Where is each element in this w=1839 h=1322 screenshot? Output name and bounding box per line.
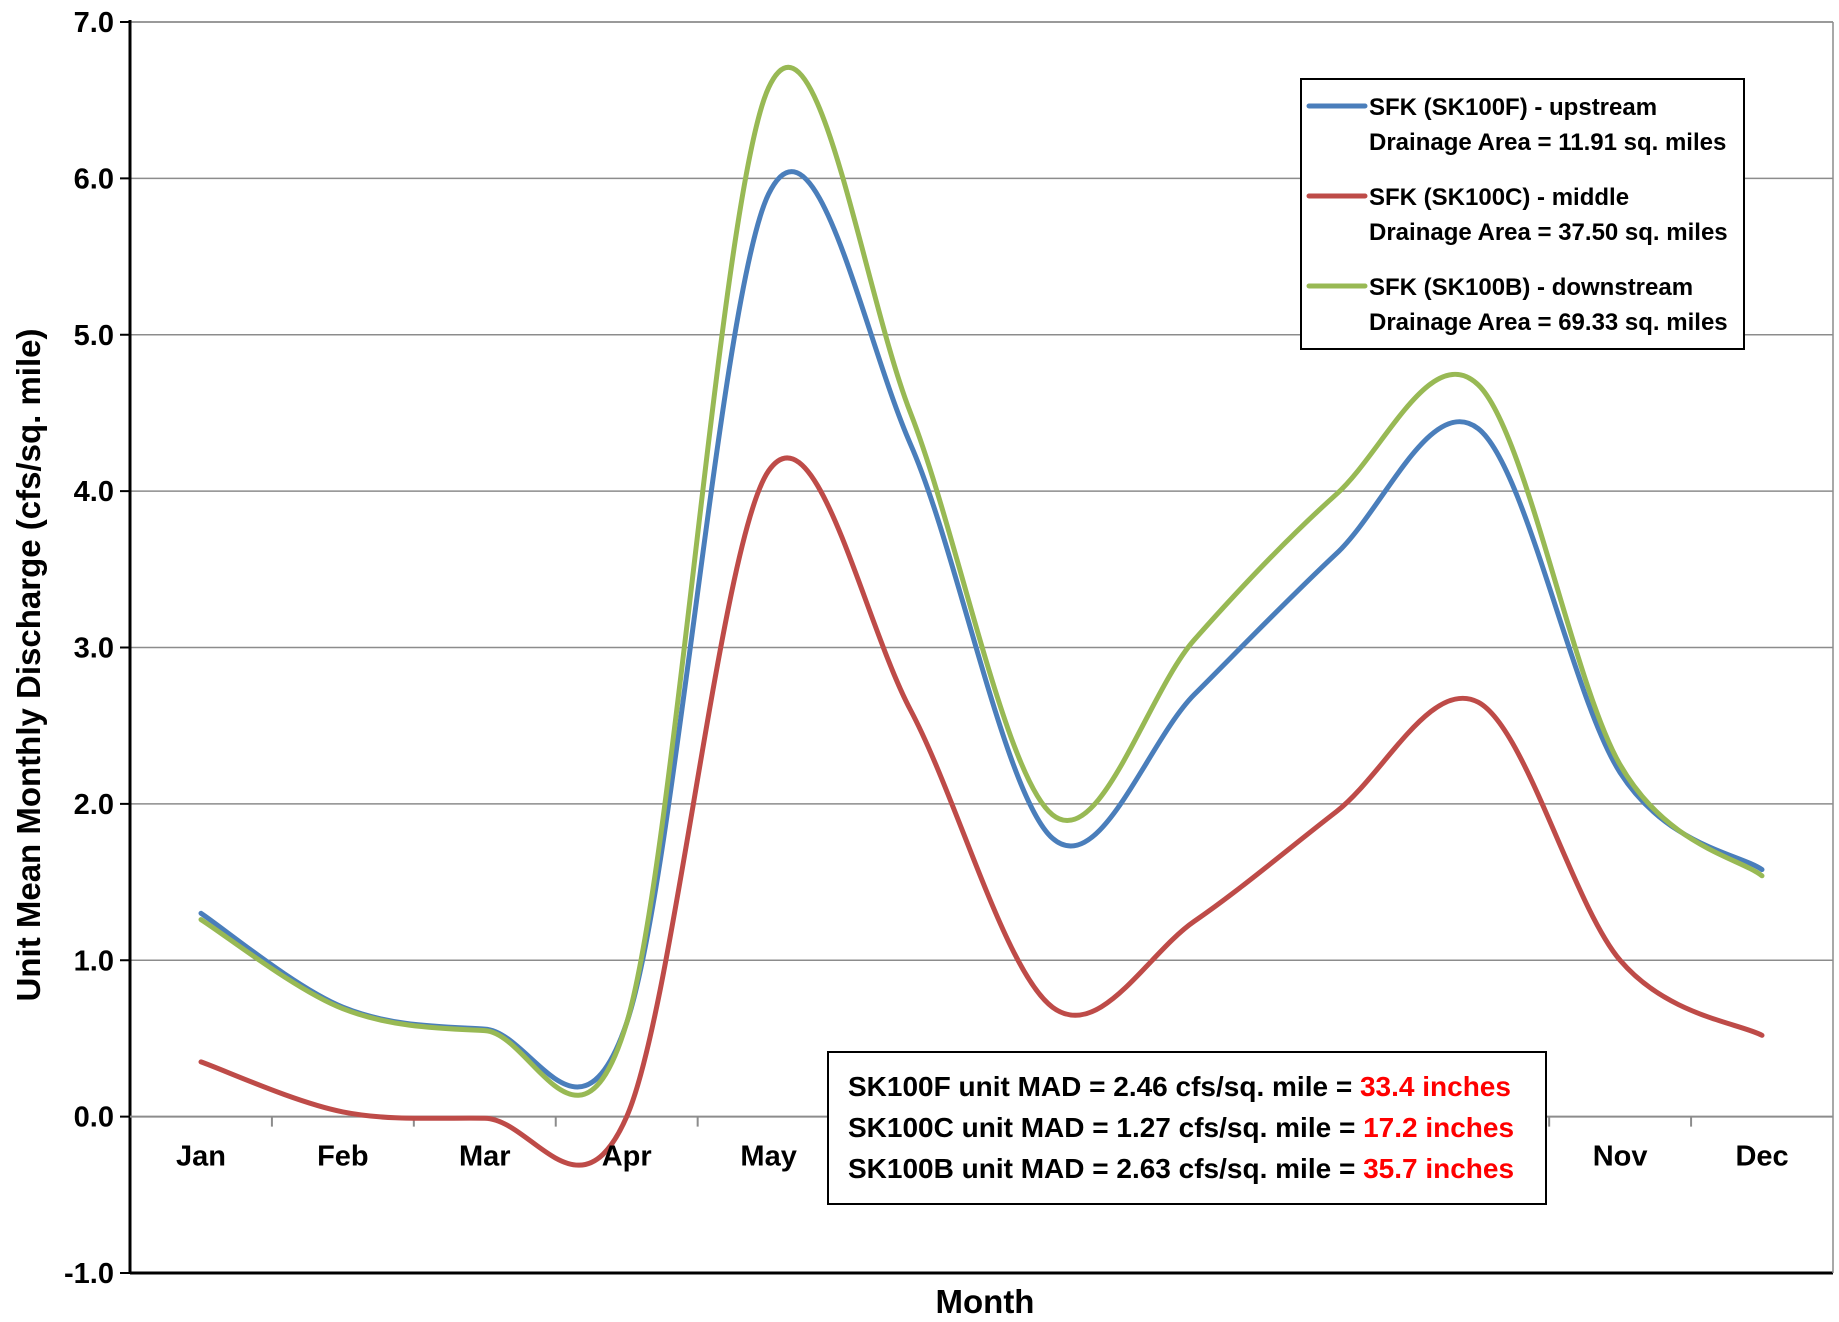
legend-label-upstream: SFK (SK100F) - upstream (1369, 94, 1657, 121)
series-line-middle (198, 455, 1765, 1168)
legend-item-middle: SFK (SK100C) - middle Drainage Area = 37… (1306, 184, 1728, 246)
y-tick-label-4: 3.0 (74, 633, 114, 665)
legend-sublabel-downstream: Drainage Area = 69.33 sq. miles (1369, 309, 1728, 336)
mad-text-sk100f: SK100F unit MAD = 2.46 cfs/sq. mile = (848, 1071, 1360, 1102)
mad-inches-sk100b: 35.7 inches (1363, 1153, 1514, 1184)
x-tick-label-apr: Apr (602, 1141, 652, 1173)
legend-sublabel-middle: Drainage Area = 37.50 sq. miles (1369, 219, 1728, 246)
mad-inches-sk100c: 17.2 inches (1363, 1112, 1514, 1143)
y-tick-label-1: 0.0 (74, 1102, 114, 1134)
y-tick-label-0: -1.0 (64, 1258, 114, 1290)
mad-text-sk100c: SK100C unit MAD = 1.27 cfs/sq. mile = (848, 1112, 1363, 1143)
y-tick-label-7: 6.0 (74, 163, 114, 195)
mad-line-sk100b: SK100B unit MAD = 2.63 cfs/sq. mile = 35… (848, 1153, 1514, 1184)
y-axis-title: Unit Mean Monthly Discharge (cfs/sq. mil… (10, 329, 47, 1002)
y-tick-label-6: 5.0 (74, 320, 114, 352)
y-tick-label-8: 7.0 (74, 7, 114, 39)
x-tick-label-jan: Jan (176, 1141, 226, 1173)
y-tick-label-2: 1.0 (74, 945, 114, 977)
mad-annotation-box: SK100F unit MAD = 2.46 cfs/sq. mile = 33… (827, 1051, 1547, 1205)
legend-label-downstream: SFK (SK100B) - downstream (1369, 274, 1693, 301)
legend: SFK (SK100F) - upstream Drainage Area = … (1300, 78, 1745, 350)
series-line-upstream (198, 169, 1765, 1090)
x-axis-title: Month (936, 1283, 1035, 1320)
legend-item-downstream: SFK (SK100B) - downstream Drainage Area … (1306, 274, 1728, 336)
x-tick-label-may: May (740, 1141, 796, 1173)
legend-item-upstream: SFK (SK100F) - upstream Drainage Area = … (1306, 94, 1726, 156)
mad-inches-sk100f: 33.4 inches (1360, 1071, 1511, 1102)
mad-annotation-border (827, 1051, 1547, 1205)
legend-label-middle: SFK (SK100C) - middle (1369, 184, 1629, 211)
x-tick-label-dec: Dec (1735, 1141, 1788, 1173)
mad-line-sk100f: SK100F unit MAD = 2.46 cfs/sq. mile = 33… (848, 1071, 1511, 1102)
y-tick-label-3: 2.0 (74, 789, 114, 821)
x-tick-label-feb: Feb (317, 1141, 369, 1173)
x-tick-label-nov: Nov (1593, 1141, 1648, 1173)
mad-text-sk100b: SK100B unit MAD = 2.63 cfs/sq. mile = (848, 1153, 1363, 1184)
legend-box (1300, 78, 1745, 350)
mad-line-sk100c: SK100C unit MAD = 1.27 cfs/sq. mile = 17… (848, 1112, 1514, 1143)
y-tick-label-5: 4.0 (74, 476, 114, 508)
series-lines (198, 65, 1765, 1168)
series-line-downstream (198, 65, 1765, 1098)
x-tick-label-mar: Mar (459, 1141, 511, 1173)
legend-sublabel-upstream: Drainage Area = 11.91 sq. miles (1369, 129, 1726, 156)
